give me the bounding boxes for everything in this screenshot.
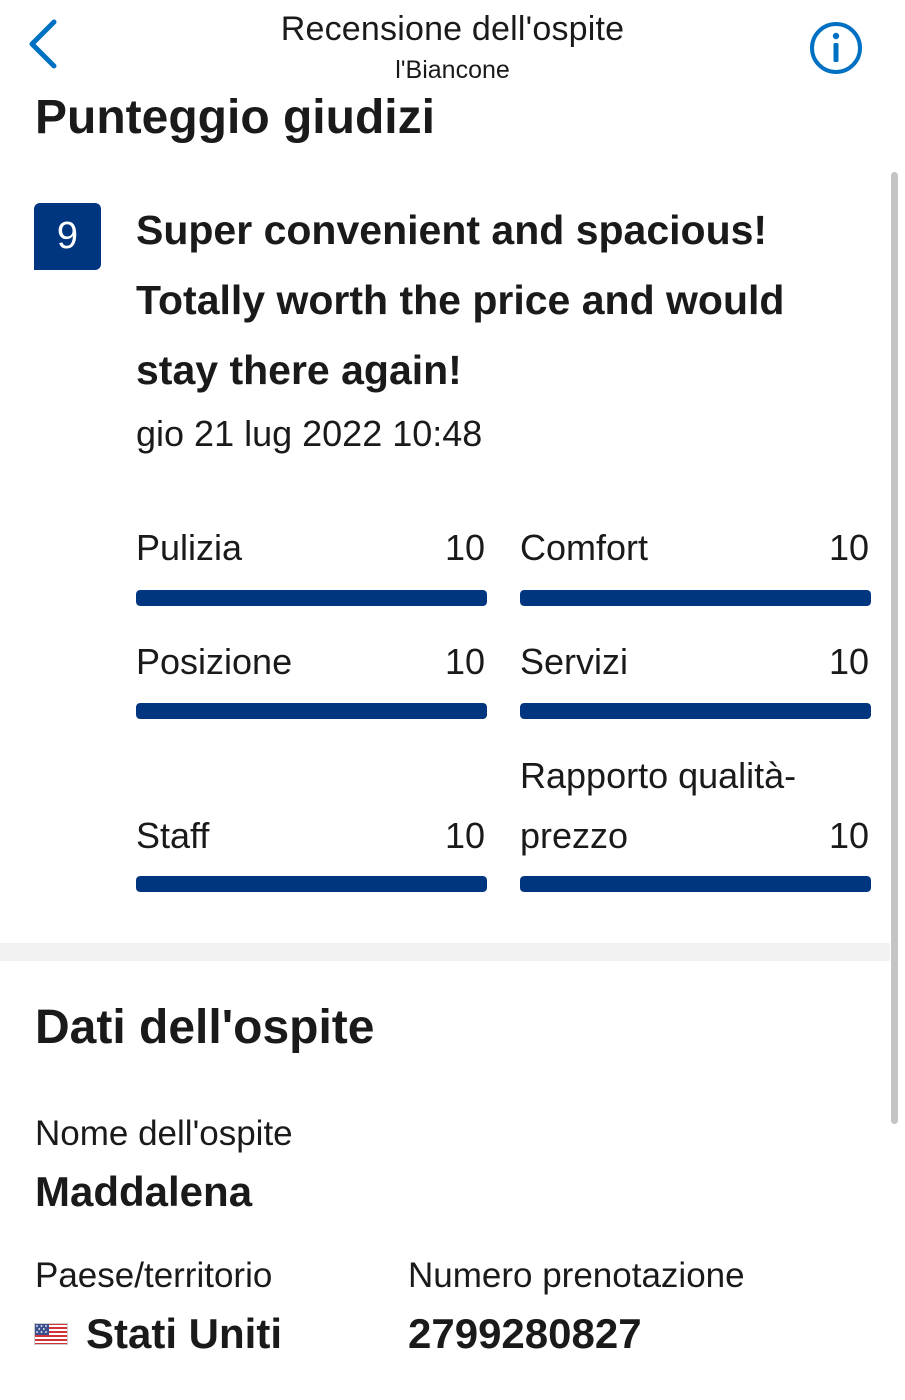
- rating-label: Pulizia: [136, 527, 243, 568]
- country-label: Paese/territorio: [35, 1256, 273, 1295]
- rating-facilities: Servizi 10: [520, 632, 871, 719]
- chevron-left-icon: [29, 19, 57, 69]
- rating-bar-fill: [520, 876, 871, 892]
- us-flag-icon: [34, 1323, 68, 1345]
- property-name: l'Biancone: [395, 56, 510, 84]
- rating-bar: [136, 876, 487, 892]
- rating-value: 10: [444, 641, 485, 682]
- rating-bar-fill: [136, 703, 487, 719]
- rating-label: Comfort: [520, 527, 649, 568]
- rating-value: 10: [444, 527, 485, 568]
- score-badge: 9: [34, 203, 101, 270]
- top-bar: Recensione dell'ospite l'Biancone: [0, 0, 905, 95]
- rating-label: Servizi: [520, 641, 629, 682]
- rating-staff: Staff 10: [136, 806, 487, 892]
- rating-value: 10: [828, 641, 869, 682]
- info-button[interactable]: [808, 20, 864, 76]
- rating-value-for-money: Rapporto qualità-prezzo 10: [520, 746, 871, 892]
- rating-label: Staff: [136, 815, 210, 856]
- review-line: Super convenient and spacious!: [136, 207, 768, 253]
- section-divider: [0, 943, 890, 961]
- rating-bar-fill: [520, 590, 871, 606]
- page-title: Recensione dell'ospite: [280, 10, 625, 48]
- rating-value: 10: [828, 527, 869, 568]
- rating-label: Rapporto qualità-prezzo: [520, 755, 797, 856]
- rating-bar: [520, 876, 871, 892]
- rating-value: 10: [828, 815, 869, 856]
- rating-bar: [520, 703, 871, 719]
- country-value: Stati Uniti: [86, 1310, 282, 1357]
- rating-bar-fill: [136, 876, 487, 892]
- booking-number-label: Numero prenotazione: [408, 1256, 745, 1295]
- rating-value: 10: [444, 815, 485, 856]
- rating-bar: [136, 703, 487, 719]
- rating-location: Posizione 10: [136, 632, 487, 719]
- guest-section-title: Dati dell'ospite: [35, 1001, 375, 1054]
- guest-name-value: Maddalena: [35, 1168, 253, 1215]
- back-button[interactable]: [22, 14, 66, 74]
- review-text: Super convenient and spacious! Totally w…: [136, 195, 856, 405]
- rating-bar-fill: [136, 590, 487, 606]
- info-circle-icon: [810, 22, 862, 74]
- rating-bar-fill: [520, 703, 871, 719]
- rating-comfort: Comfort 10: [520, 518, 871, 606]
- rating-bar: [136, 590, 487, 606]
- rating-cleanliness: Pulizia 10: [136, 518, 487, 606]
- review-line: Totally worth the price and would: [136, 277, 785, 323]
- guest-name-label: Nome dell'ospite: [35, 1114, 293, 1153]
- review-line: stay there again!: [136, 347, 462, 393]
- score-section-title: Punteggio giudizi: [35, 91, 435, 144]
- review-date: gio 21 lug 2022 10:48: [136, 413, 483, 454]
- scrollbar[interactable]: [891, 172, 898, 1124]
- rating-label: Posizione: [136, 641, 293, 682]
- rating-bar: [520, 590, 871, 606]
- booking-number-value: 2799280827: [408, 1310, 642, 1357]
